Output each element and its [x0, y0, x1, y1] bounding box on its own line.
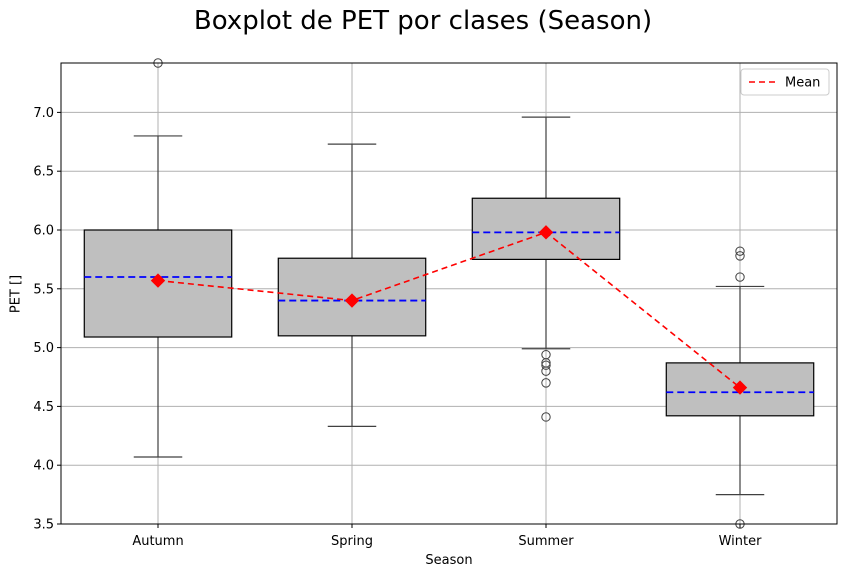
box-group-summer [471, 116, 621, 422]
x-tick-label: Winter [719, 534, 763, 549]
mean-marker [150, 273, 166, 288]
x-tick-label: Spring [331, 534, 373, 549]
x-axis-label: Season [425, 553, 473, 568]
mean-marker [732, 380, 748, 395]
box-group-spring [277, 143, 427, 427]
y-tick-label: 4.0 [33, 459, 54, 474]
plot-frame [60, 62, 838, 525]
mean-marker [538, 225, 554, 240]
y-tick-label: 5.5 [33, 282, 54, 297]
chart-title: Boxplot de PET por clases (Season) [193, 6, 653, 36]
outlier-point [735, 251, 745, 261]
y-tick-label: 4.5 [33, 400, 54, 415]
outlier-point [735, 246, 745, 256]
y-tick-label: 6.0 [33, 223, 54, 238]
x-tick-label: Autumn [132, 534, 183, 549]
x-tick-label: Summer [518, 534, 574, 549]
outlier-point [541, 366, 551, 376]
legend: Mean [740, 68, 830, 96]
outlier-point [541, 412, 551, 422]
y-tick-label: 7.0 [33, 106, 54, 121]
outlier-point [735, 272, 745, 282]
y-tick-label: 6.5 [33, 165, 54, 180]
y-axis-label: PET [] [8, 274, 24, 314]
legend-label: Mean [785, 76, 820, 91]
outlier-point [541, 378, 551, 388]
mean-line [157, 231, 741, 389]
y-tick-label: 5.0 [33, 341, 54, 356]
y-tick-label: 3.5 [33, 518, 54, 533]
legend-box [740, 68, 830, 96]
outlier-point [541, 360, 551, 370]
mean-marker [344, 293, 360, 308]
